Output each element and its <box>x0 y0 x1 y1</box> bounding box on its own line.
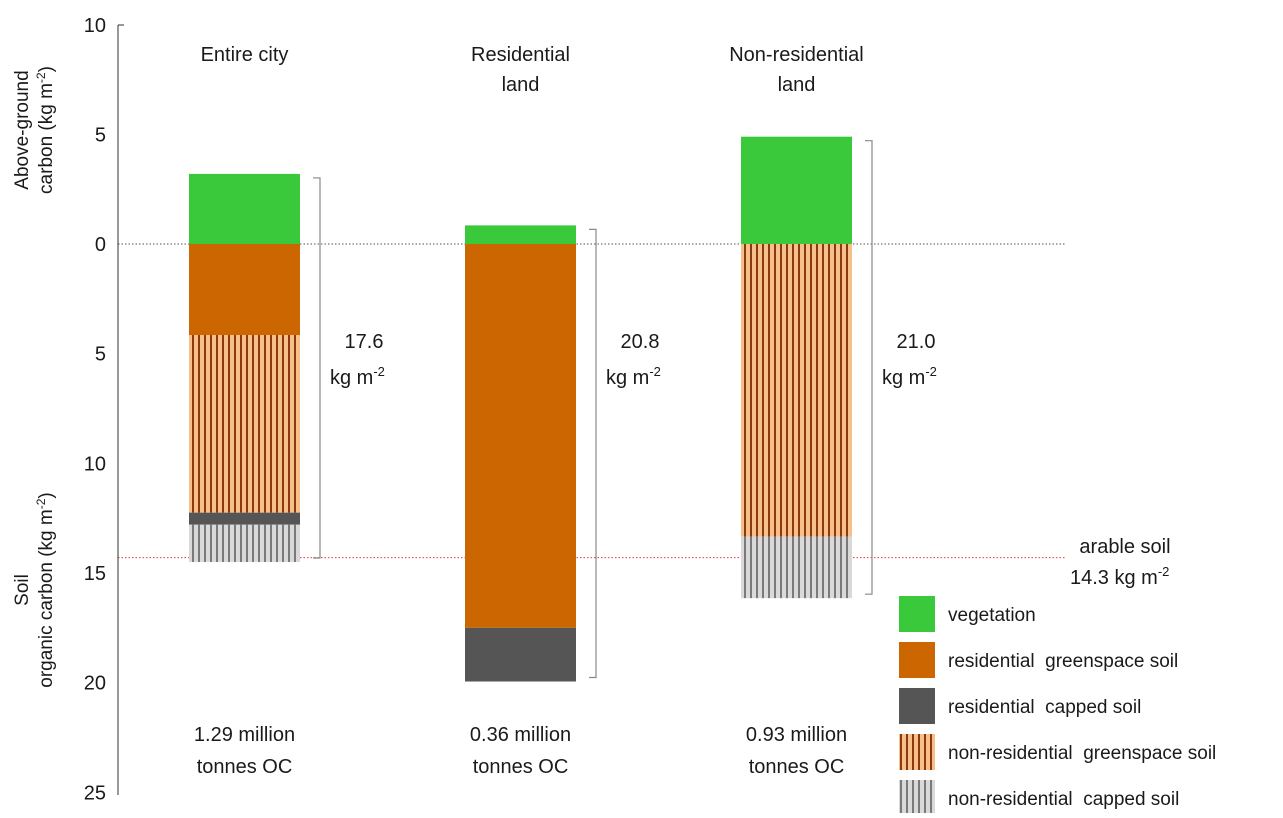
legend-swatch-vegetation <box>899 596 935 632</box>
bar-res_green-1 <box>189 244 300 336</box>
total-unit-3: kg m-2 <box>882 364 937 389</box>
bar-res_green-2 <box>465 244 576 628</box>
y-tick-label-below-5: 5 <box>95 344 106 366</box>
total-unit-2: kg m-2 <box>606 364 661 389</box>
bar-nonres_green-1 <box>189 335 300 513</box>
bar-nonres_green-3 <box>741 244 852 537</box>
total-value-2: 20.8 <box>621 331 660 353</box>
legend-label-res_capped: residential capped soil <box>948 697 1141 718</box>
legend-swatch-nonres_green <box>899 734 935 770</box>
y-tick-label-below-10: 10 <box>84 453 106 475</box>
legend-swatch-res_green <box>899 642 935 678</box>
legend-swatch-res_capped <box>899 688 935 724</box>
tonnes-label-3-line2: tonnes OC <box>749 756 845 778</box>
y-tick-label-below-25: 25 <box>84 782 106 804</box>
y-axis-label-below-line1: Soil <box>12 574 33 606</box>
bar-nonres_capped-3 <box>741 536 852 599</box>
y-axis-label-above-line1: Above-ground <box>12 70 33 189</box>
bar-res_capped-1 <box>189 512 300 525</box>
total-bracket-2 <box>589 228 597 679</box>
y-tick-label-above-10: 10 <box>84 15 106 37</box>
y-tick-label-below-20: 20 <box>84 673 106 695</box>
y-axis-label-above-line2: carbon (kg m-2) <box>34 66 57 194</box>
total-bracket-1 <box>313 177 321 559</box>
y-tick-label-above-0: 0 <box>95 234 106 256</box>
category-title-3-line2: land <box>778 74 816 96</box>
legend-label-res_green: residential greenspace soil <box>948 651 1178 672</box>
tonnes-label-3-line1: 0.93 million <box>746 724 847 746</box>
y-tick-label-above-5: 5 <box>95 125 106 147</box>
bar-nonres_capped-1 <box>189 524 300 562</box>
y-axis-label-below-line2: organic carbon (kg m-2) <box>34 492 57 687</box>
y-tick-label-below-15: 15 <box>84 563 106 585</box>
legend-label-nonres_green: non-residential greenspace soil <box>948 743 1216 764</box>
tonnes-label-2-line2: tonnes OC <box>473 756 569 778</box>
legend-label-vegetation: vegetation <box>948 605 1036 626</box>
arable-soil-label-line1: arable soil <box>1079 536 1170 558</box>
category-title-2-line2: land <box>502 74 540 96</box>
bar-vegetation-1 <box>189 173 300 244</box>
bar-vegetation-2 <box>465 225 576 244</box>
category-title-3-line1: Non-residential <box>729 44 864 66</box>
legend-swatch-nonres_capped <box>899 780 935 816</box>
category-title-1-line1: Entire city <box>201 44 289 66</box>
tonnes-label-2-line1: 0.36 million <box>470 724 571 746</box>
total-value-1: 17.6 <box>345 331 384 353</box>
total-unit-1: kg m-2 <box>330 364 385 389</box>
arable-soil-label-line2: 14.3 kg m-2 <box>1070 564 1169 589</box>
bar-vegetation-3 <box>741 136 852 244</box>
y-axis-label-above: Above-ground carbon (kg m-2) <box>12 66 57 194</box>
total-value-3: 21.0 <box>897 331 936 353</box>
bar-res_capped-2 <box>465 627 576 682</box>
category-title-2-line1: Residential <box>471 44 570 66</box>
total-bracket-3 <box>865 140 873 595</box>
tonnes-label-1-line2: tonnes OC <box>197 756 293 778</box>
y-axis-label-below: Soil organic carbon (kg m-2) <box>12 492 57 687</box>
tonnes-label-1-line1: 1.29 million <box>194 724 295 746</box>
legend-label-nonres_capped: non-residential capped soil <box>948 789 1179 810</box>
